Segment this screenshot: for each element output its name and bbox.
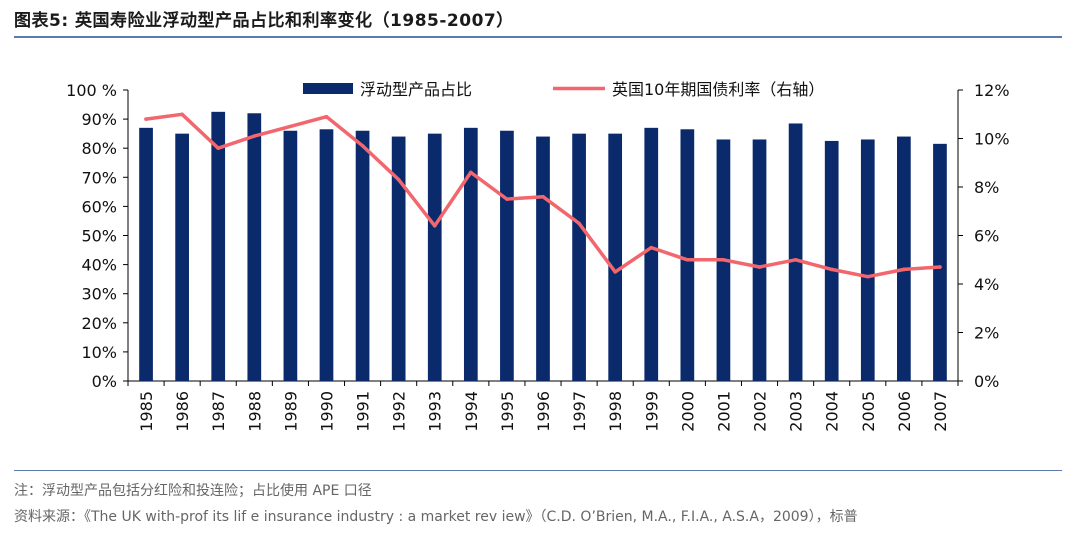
bar	[247, 113, 262, 381]
line-point	[360, 143, 365, 148]
line-point	[793, 257, 798, 262]
line-point	[721, 257, 726, 262]
line-point	[505, 197, 509, 201]
bar	[608, 133, 623, 381]
left-tick-label: 10%	[81, 343, 117, 362]
left-tick-label: 30%	[81, 285, 117, 304]
left-tick-label: 60%	[81, 197, 117, 216]
line-point	[685, 257, 690, 262]
x-tick-label: 1987	[209, 391, 228, 432]
x-tick-label: 1994	[462, 391, 481, 432]
x-tick-label: 2006	[895, 391, 914, 432]
bar	[536, 136, 550, 381]
bar	[824, 140, 839, 381]
x-tick-label: 1996	[534, 391, 553, 432]
line-point	[144, 117, 148, 121]
x-tick-label: 2002	[751, 391, 770, 432]
x-tick-label: 2003	[787, 391, 806, 432]
x-tick-label: 1992	[390, 391, 409, 432]
line-point	[902, 267, 906, 272]
line-point	[829, 267, 834, 272]
bar	[319, 129, 334, 381]
legend-bar-swatch	[303, 83, 353, 94]
bar	[463, 127, 478, 381]
line-point	[649, 245, 654, 250]
line-point	[613, 270, 617, 274]
left-tick-label: 40%	[81, 256, 117, 275]
x-tick-label: 1986	[173, 391, 192, 432]
left-tick-label: 80%	[81, 139, 117, 158]
bar-series	[139, 111, 947, 381]
bar	[860, 139, 875, 381]
x-tick-label: 2007	[931, 391, 950, 432]
bar	[644, 127, 659, 381]
right-tick-label: 10%	[974, 130, 1010, 149]
bar	[572, 133, 586, 381]
x-tick-label: 2004	[823, 391, 842, 432]
x-tick-label: 1989	[281, 391, 300, 432]
x-tick-label: 1985	[137, 391, 156, 432]
bar	[752, 139, 767, 381]
x-tick-label: 1990	[317, 391, 336, 432]
bar	[211, 111, 226, 381]
bar	[680, 129, 695, 381]
bar	[500, 130, 514, 381]
right-tick-label: 4%	[974, 275, 999, 294]
right-tick-label: 6%	[974, 227, 999, 246]
line-point	[180, 112, 184, 117]
right-tick-label: 2%	[974, 324, 999, 343]
x-tick-label: 1998	[606, 391, 625, 432]
line-point	[324, 114, 329, 119]
line-point	[865, 274, 870, 279]
left-tick-label: 20%	[81, 314, 117, 333]
left-tick-label: 50%	[81, 227, 117, 246]
left-tick-label: 90%	[81, 110, 117, 129]
x-tick-label: 2001	[714, 391, 733, 432]
right-tick-label: 8%	[974, 178, 999, 197]
right-tick-label: 0%	[974, 372, 999, 391]
source-note: 资料来源：《The UK with-prof its lif e insuran…	[14, 509, 858, 525]
chart-legend: 浮动型产品占比 英国10年期国债利率（右轴）	[303, 80, 824, 99]
bar	[283, 130, 298, 381]
line-point	[216, 146, 221, 150]
x-tick-label: 1991	[354, 391, 373, 432]
bar	[175, 133, 189, 381]
x-tick-label: 1999	[642, 391, 661, 432]
x-tick-label: 2005	[859, 391, 878, 432]
left-tick-label: 70%	[81, 168, 117, 187]
bar	[897, 136, 911, 381]
x-tick-label: 2000	[678, 391, 697, 432]
line-point	[288, 124, 293, 129]
line-point	[938, 265, 942, 269]
line-point	[469, 170, 473, 175]
title-divider	[14, 36, 1062, 38]
line-point	[252, 134, 257, 138]
x-tick-label: 1995	[498, 391, 517, 432]
x-tick-label: 1988	[245, 391, 264, 432]
line-point	[757, 265, 762, 269]
legend-bar-label: 浮动型产品占比	[360, 80, 472, 99]
chart-axes: 0% 10% 20% 30% 40% 50% 60% 70% 80% 90% 100 % 0% 2% 4%…	[66, 81, 1009, 432]
legend-line-label: 英国10年期国债利率（右轴）	[612, 80, 824, 99]
line-point	[577, 221, 581, 226]
footnote: 注：浮动型产品包括分红险和投连险；占比使用 APE 口径	[14, 483, 372, 499]
right-tick-label: 12%	[974, 81, 1010, 100]
bar	[355, 130, 370, 381]
combo-chart: 0% 10% 20% 30% 40% 50% 60% 70% 80% 90% 100 % 0% 2% 4%…	[66, 80, 1009, 432]
left-tick-label: 100 %	[66, 81, 117, 100]
x-tick-label: 1993	[426, 391, 445, 432]
line-series	[144, 112, 942, 279]
line-point	[396, 177, 401, 182]
x-tick-label: 1997	[570, 391, 589, 432]
bar	[788, 123, 803, 381]
line-point	[541, 194, 545, 199]
line-point	[432, 224, 437, 228]
bar	[933, 143, 947, 381]
figure-title: 图表5: 英国寿险业浮动型产品占比和利率变化（1985-2007）	[14, 11, 514, 31]
bar	[139, 127, 153, 381]
footer-divider	[14, 470, 1062, 471]
bar	[427, 133, 442, 381]
bar	[391, 136, 406, 381]
left-tick-label: 0%	[92, 372, 117, 391]
